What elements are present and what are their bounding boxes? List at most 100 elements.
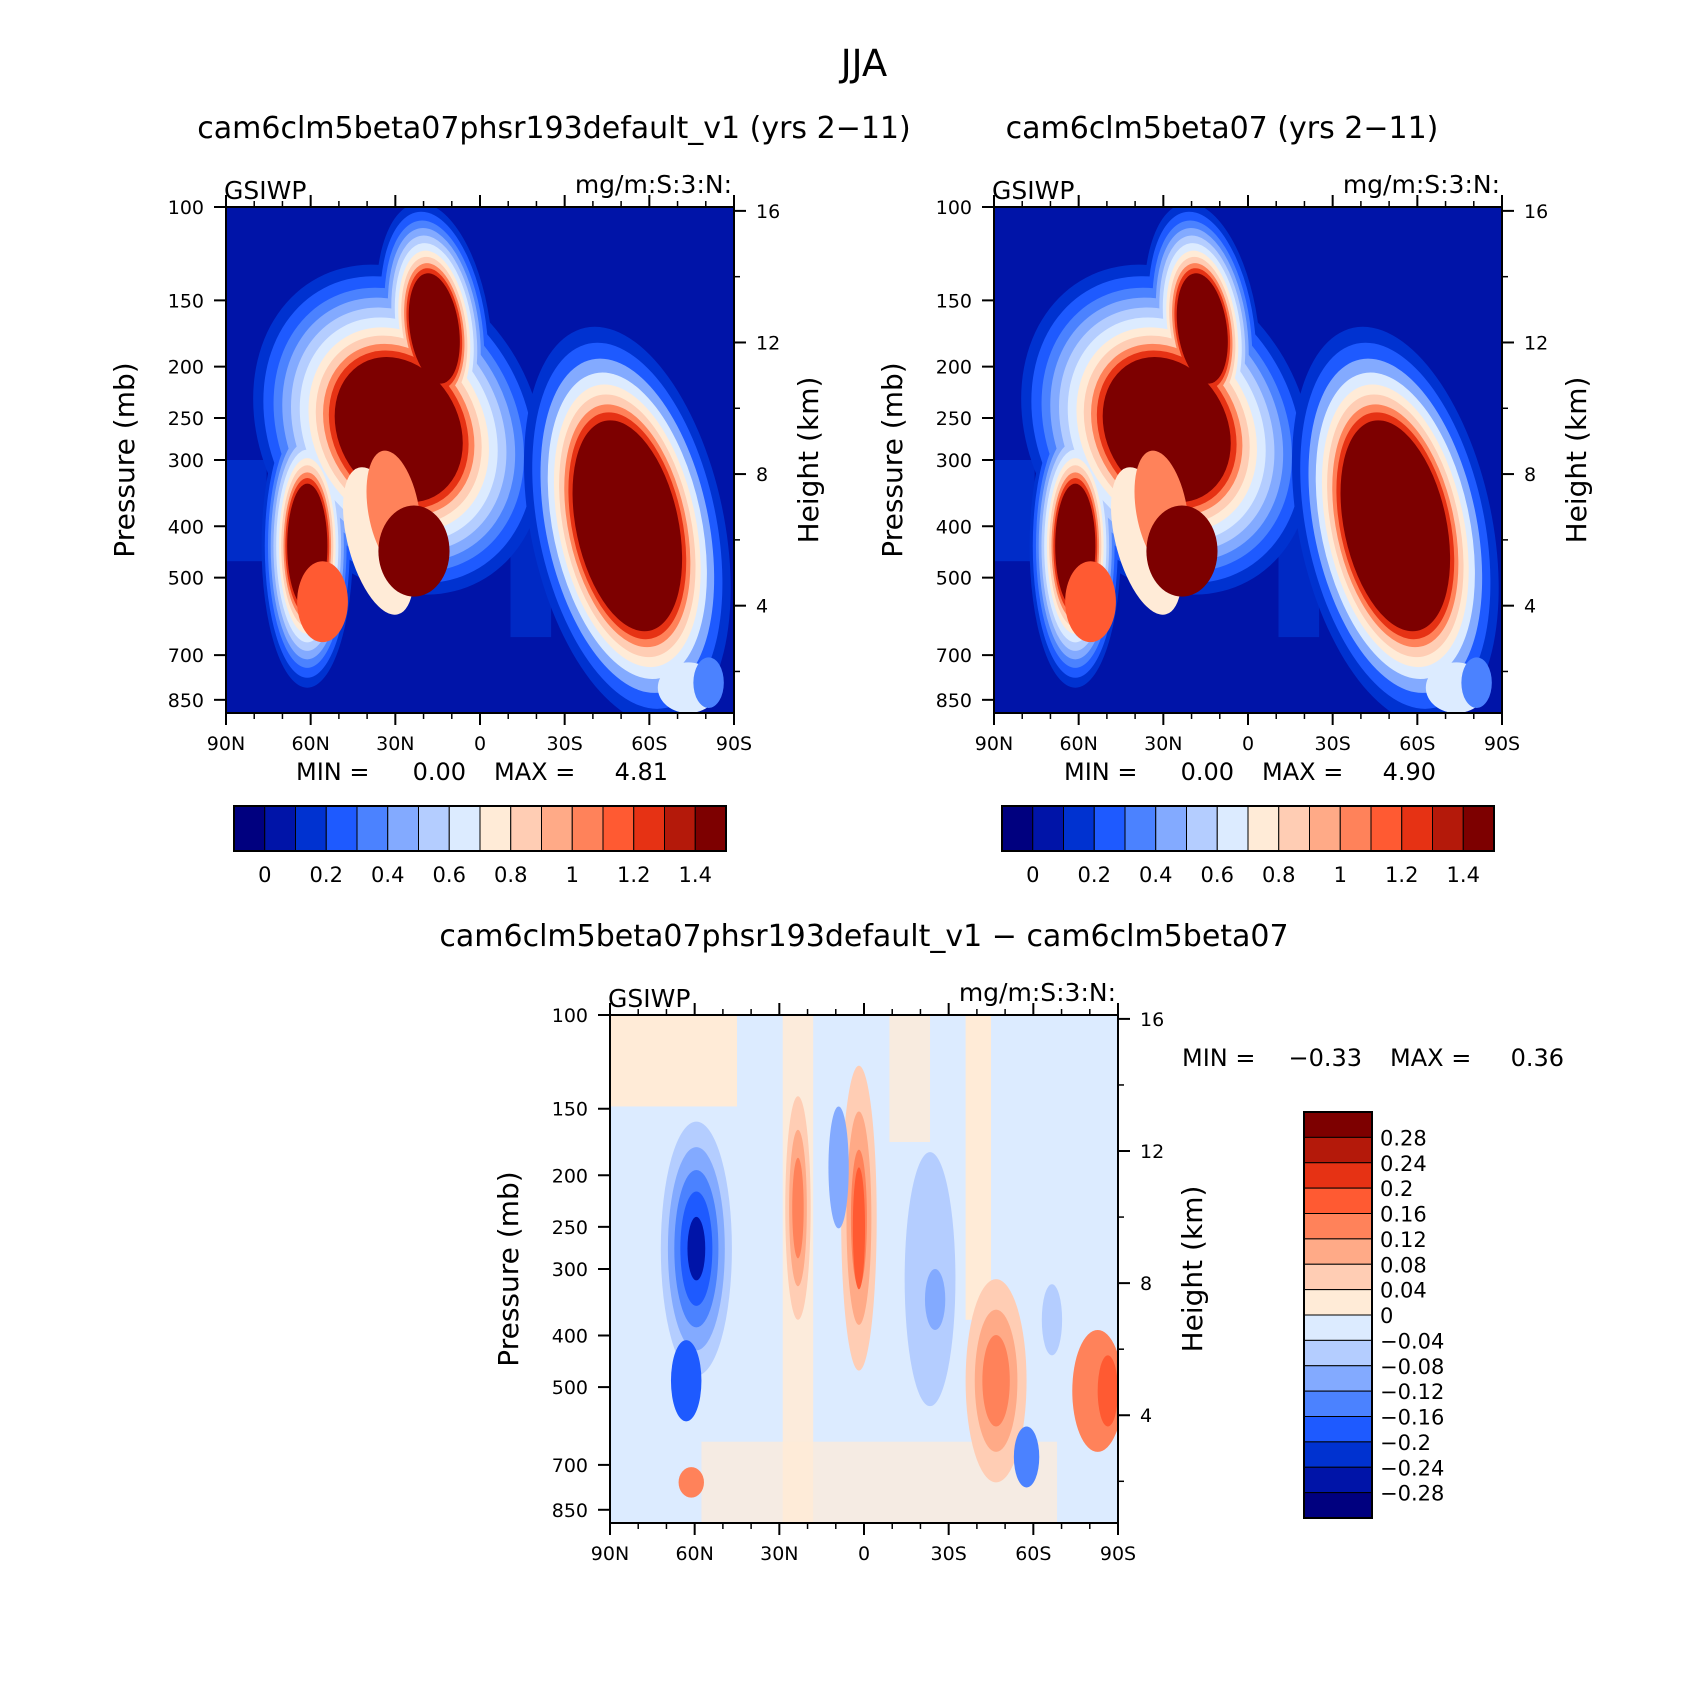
y-right-tick-label: 4 [1524,596,1536,618]
contour-band [610,1015,737,1107]
chart-panel-3: cam6clm5beta07phsr193default_v1 − cam6cl… [439,919,1564,1565]
colorbar-box [1124,805,1157,852]
x-tick-label: 90N [591,1543,629,1565]
colorbar-box [1303,1314,1373,1341]
x-tick-label: 30S [1315,733,1351,755]
colorbar-label: −0.12 [1380,1380,1444,1404]
colorbar-box [510,805,542,852]
colorbar-label: 0 [258,863,271,887]
x-tick-label: 30N [376,733,414,755]
y-tick-label: 700 [168,645,204,667]
y-tick-label: 850 [552,1500,588,1522]
colorbar-box [1303,1466,1373,1494]
contour-band [670,1340,702,1422]
colorbar-box [694,805,727,852]
variable-label: GSIWP [224,176,306,205]
x-tick-label: 90S [1100,1543,1136,1565]
y-axis-title: Pressure (mb) [876,362,909,557]
y-right-tick-label: 8 [756,464,768,486]
units-label: mg/m:S:3:N: [1343,170,1500,199]
y-tick-label: 100 [168,197,204,219]
contour-band [1041,1284,1063,1356]
y-tick-label: 850 [936,690,972,712]
colorbar-label: 0.4 [1139,863,1172,887]
colorbar: 0.280.240.20.160.120.080.040−0.04−0.08−0… [1303,1111,1444,1519]
y-tick-label: 850 [168,690,204,712]
colorbar-label: 0.2 [1380,1177,1413,1201]
contour-band [1013,1426,1040,1488]
colorbar-frame [233,805,727,852]
chart-title: cam6clm5beta07 (yrs 2−11) [1006,111,1439,146]
colorbar-label: 0 [1380,1304,1393,1328]
y-right-tick-label: 16 [1140,1009,1164,1031]
colorbar-box [1303,1263,1373,1291]
min-value: 0.00 [413,758,466,786]
y-right-tick-label: 12 [1524,332,1548,354]
variable-label: GSIWP [992,176,1074,205]
min-label: MIN = [1182,1044,1255,1072]
colorbar-box [1303,1111,1373,1138]
max-label: MAX = [1390,1044,1471,1072]
colorbar-box [1303,1238,1373,1265]
y-tick-label: 150 [168,290,204,312]
colorbar-label: 0.8 [494,863,527,887]
colorbar-box [1155,805,1187,852]
y-tick-label: 400 [168,516,204,538]
colorbar-label: 1.4 [1447,863,1480,887]
colorbar: 0 0.2 0.4 0.6 0.8 1 1.2 1.4 [1001,805,1495,887]
x-tick-label: 0 [474,733,486,755]
min-value: −0.33 [1288,1044,1362,1072]
y-tick-label: 400 [936,516,972,538]
chart-panel-1: cam6clm5beta07phsr193default_v1 (yrs 2−1… [108,111,911,887]
colorbar: 0 0.2 0.4 0.6 0.8 1 1.2 1.4 [233,805,727,887]
chart-title: cam6clm5beta07phsr193default_v1 − cam6cl… [439,919,1288,954]
colorbar-box [1186,805,1218,852]
y-tick-label: 700 [552,1455,588,1477]
colorbar-box [1278,805,1310,852]
colorbar-label: 0.12 [1380,1228,1427,1252]
colorbar-box [1309,805,1341,852]
x-tick-label: 0 [858,1543,870,1565]
contour-field [610,1015,1118,1523]
colorbar-label: −0.28 [1380,1482,1444,1506]
colorbar-label: 1.2 [617,863,650,887]
y-right-tick-label: 4 [1140,1405,1152,1427]
contour-band [965,1015,991,1320]
y-tick-label: 500 [552,1377,588,1399]
contour-band [226,460,267,562]
colorbar-label: 0.08 [1380,1253,1427,1277]
contour-band [924,1269,946,1330]
max-value: 4.90 [1383,758,1436,786]
colorbar-box [1339,805,1372,852]
y-tick-label: 250 [936,408,972,430]
y-right-axis-title: Height (km) [792,377,825,544]
colorbar-box [1303,1187,1373,1214]
y-tick-label: 200 [936,357,972,379]
contour-band [693,657,724,708]
colorbar-label: 1 [566,863,579,887]
x-tick-label: 90N [975,733,1013,755]
contour-band [828,1106,849,1229]
colorbar-box [1462,805,1495,852]
contour-band [1146,505,1218,597]
colorbar-box [1303,1492,1373,1519]
contour-band [1065,561,1116,643]
colorbar-box [1247,805,1280,852]
colorbar-label: 0.6 [1201,863,1234,887]
y-right-tick-label: 16 [756,201,780,223]
y-tick-label: 200 [168,357,204,379]
y-right-tick-label: 12 [756,332,780,354]
x-tick-label: 60S [631,733,667,755]
colorbar-label: −0.08 [1380,1355,1444,1379]
colorbar-label: 0.6 [433,863,466,887]
colorbar-box [1303,1339,1373,1367]
x-tick-label: 30S [931,1543,967,1565]
units-label: mg/m:S:3:N: [575,170,732,199]
colorbar-label: 0.16 [1380,1203,1427,1227]
min-value: 0.00 [1181,758,1234,786]
chart-panel-2: cam6clm5beta07 (yrs 2−11) GSIWP mg/m:S:3:N… [876,111,1593,887]
colorbar-box [1063,805,1095,852]
y-tick-label: 150 [552,1099,588,1121]
y-right-tick-label: 4 [756,596,768,618]
